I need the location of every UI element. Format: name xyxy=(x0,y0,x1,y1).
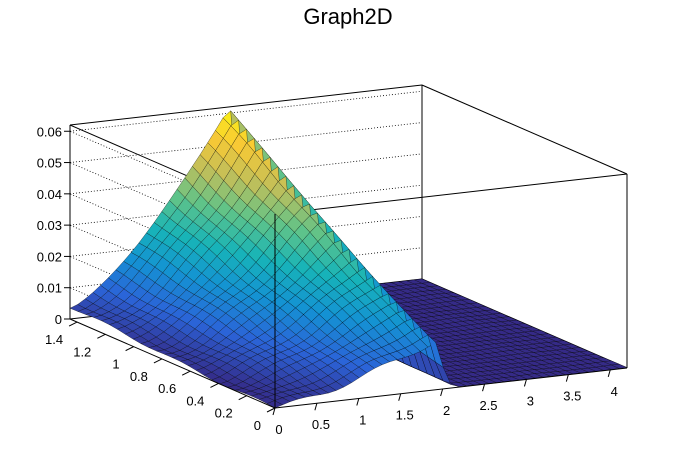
y-tick-label: 0 xyxy=(254,418,261,433)
chart-title: Graph2D xyxy=(303,4,393,29)
z-tick-label: 0.06 xyxy=(37,124,62,139)
tick-labels: 0 0.5 1 1.5 2 2.5 3 3.5 4 0 0.2 0.4 0.6 0.8 1 1.2 1.4 0 0.… xyxy=(37,124,618,437)
y-tick-label: 0.8 xyxy=(130,369,148,384)
y-tick-label: 0.4 xyxy=(186,393,204,408)
y-tick-mark xyxy=(210,383,219,388)
z-tick-label: 0.04 xyxy=(37,187,62,202)
y-tick-label: 1.2 xyxy=(73,344,91,359)
box-edge xyxy=(421,84,628,175)
y-tick-mark xyxy=(153,358,163,364)
x-tick-label: 1.5 xyxy=(396,408,414,423)
x-tick-label: 4 xyxy=(611,384,618,399)
y-tick-label: 1.4 xyxy=(45,332,63,347)
x-tick-mark xyxy=(398,393,402,401)
y-tick-mark xyxy=(97,333,106,339)
y-tick-mark xyxy=(181,370,191,376)
y-tick-mark xyxy=(125,346,134,352)
y-tick-label: 0.6 xyxy=(158,381,176,396)
z-tick-label: 0.03 xyxy=(37,218,62,233)
x-tick-mark xyxy=(272,407,276,416)
y-tick-mark xyxy=(68,321,78,327)
y-tick-label: 0.2 xyxy=(215,406,233,421)
box-edge xyxy=(274,173,628,215)
z-tick-label: 0 xyxy=(55,312,62,327)
x-tick-mark xyxy=(440,388,444,397)
x-tick-mark xyxy=(314,403,318,411)
x-tick-mark xyxy=(607,369,611,378)
y-tick-mark xyxy=(238,395,247,401)
x-tick-label: 3.5 xyxy=(563,389,581,404)
y-axis-line xyxy=(69,318,276,409)
gridline xyxy=(69,130,276,221)
x-tick-label: 1 xyxy=(359,413,366,428)
x-tick-label: 2.5 xyxy=(479,398,497,413)
x-tick-label: 2 xyxy=(443,403,450,418)
gridline xyxy=(69,90,423,132)
x-tick-label: 3 xyxy=(527,393,534,408)
z-tick-label: 0.01 xyxy=(37,281,62,296)
box-edge xyxy=(69,84,423,126)
x-tick-label: 0.5 xyxy=(312,417,330,432)
y-tick-label: 1 xyxy=(112,357,119,372)
x-tick-mark xyxy=(356,398,360,406)
z-tick-label: 0.05 xyxy=(37,156,62,171)
surface-mesh xyxy=(69,110,628,409)
x-tick-mark xyxy=(565,374,569,382)
x-tick-label: 0 xyxy=(275,422,282,437)
x-tick-mark xyxy=(482,384,486,392)
z-tick-label: 0.02 xyxy=(37,249,62,264)
x-tick-mark xyxy=(523,379,527,387)
y-tick-mark xyxy=(266,407,276,413)
